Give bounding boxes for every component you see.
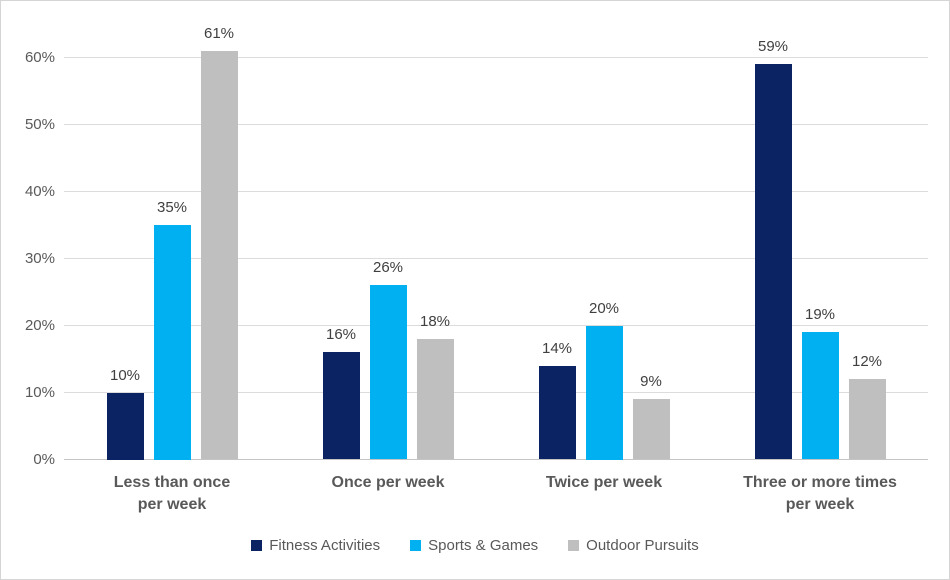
- x-axis-category-label: Twice per week: [545, 474, 663, 491]
- x-axis-line: [64, 459, 928, 460]
- data-label: 61%: [203, 24, 235, 42]
- data-label: 18%: [419, 312, 451, 330]
- data-label: 9%: [640, 373, 662, 391]
- legend-item: Fitness Activities: [251, 537, 380, 554]
- legend-item: Sports & Games: [410, 537, 538, 554]
- bar: [632, 399, 670, 460]
- data-label: 12%: [851, 353, 883, 371]
- gridline: [64, 124, 928, 125]
- gridline: [64, 258, 928, 259]
- data-label: 20%: [588, 299, 620, 317]
- data-label: 35%: [156, 199, 188, 216]
- bar: [585, 325, 623, 460]
- y-tick-label: 60%: [24, 48, 55, 66]
- data-label: 14%: [541, 339, 573, 357]
- bar: [200, 50, 238, 460]
- x-axis-category-label: Three or more times per week: [743, 474, 897, 513]
- data-label: 59%: [757, 38, 789, 56]
- bar: [801, 332, 839, 460]
- x-axis-category-label: Once per week: [331, 474, 445, 491]
- gridline: [64, 191, 928, 192]
- bar: [106, 392, 144, 460]
- legend-swatch-icon: [410, 540, 422, 551]
- legend-swatch-icon: [251, 540, 263, 551]
- bar: [322, 352, 360, 460]
- bar: [416, 338, 454, 460]
- legend-label: Outdoor Pursuits: [586, 537, 699, 554]
- bar: [538, 365, 576, 460]
- bar: [754, 64, 792, 460]
- bar: [153, 225, 191, 460]
- y-tick-label: 10%: [24, 383, 55, 401]
- bar: [848, 379, 886, 460]
- data-label: 26%: [372, 259, 404, 277]
- data-label: 10%: [109, 366, 141, 384]
- legend: Fitness Activities Sports & Games Outdoor …: [1, 537, 949, 554]
- legend-label: Sports & Games: [428, 537, 539, 554]
- y-tick-label: 40%: [24, 182, 55, 200]
- data-label: 16%: [325, 326, 357, 344]
- y-tick-label: 0%: [33, 450, 55, 468]
- y-tick-label: 30%: [24, 249, 55, 267]
- legend-label: Fitness Activities: [269, 537, 381, 554]
- gridline: [64, 392, 928, 393]
- x-axis-category-label: Less than once per week: [113, 474, 231, 513]
- y-tick-label: 20%: [24, 316, 55, 334]
- legend-swatch-icon: [568, 540, 580, 551]
- legend-item: Outdoor Pursuits: [568, 537, 699, 554]
- bar: [369, 285, 407, 460]
- data-label: 19%: [804, 306, 836, 324]
- y-tick-label: 50%: [24, 115, 55, 133]
